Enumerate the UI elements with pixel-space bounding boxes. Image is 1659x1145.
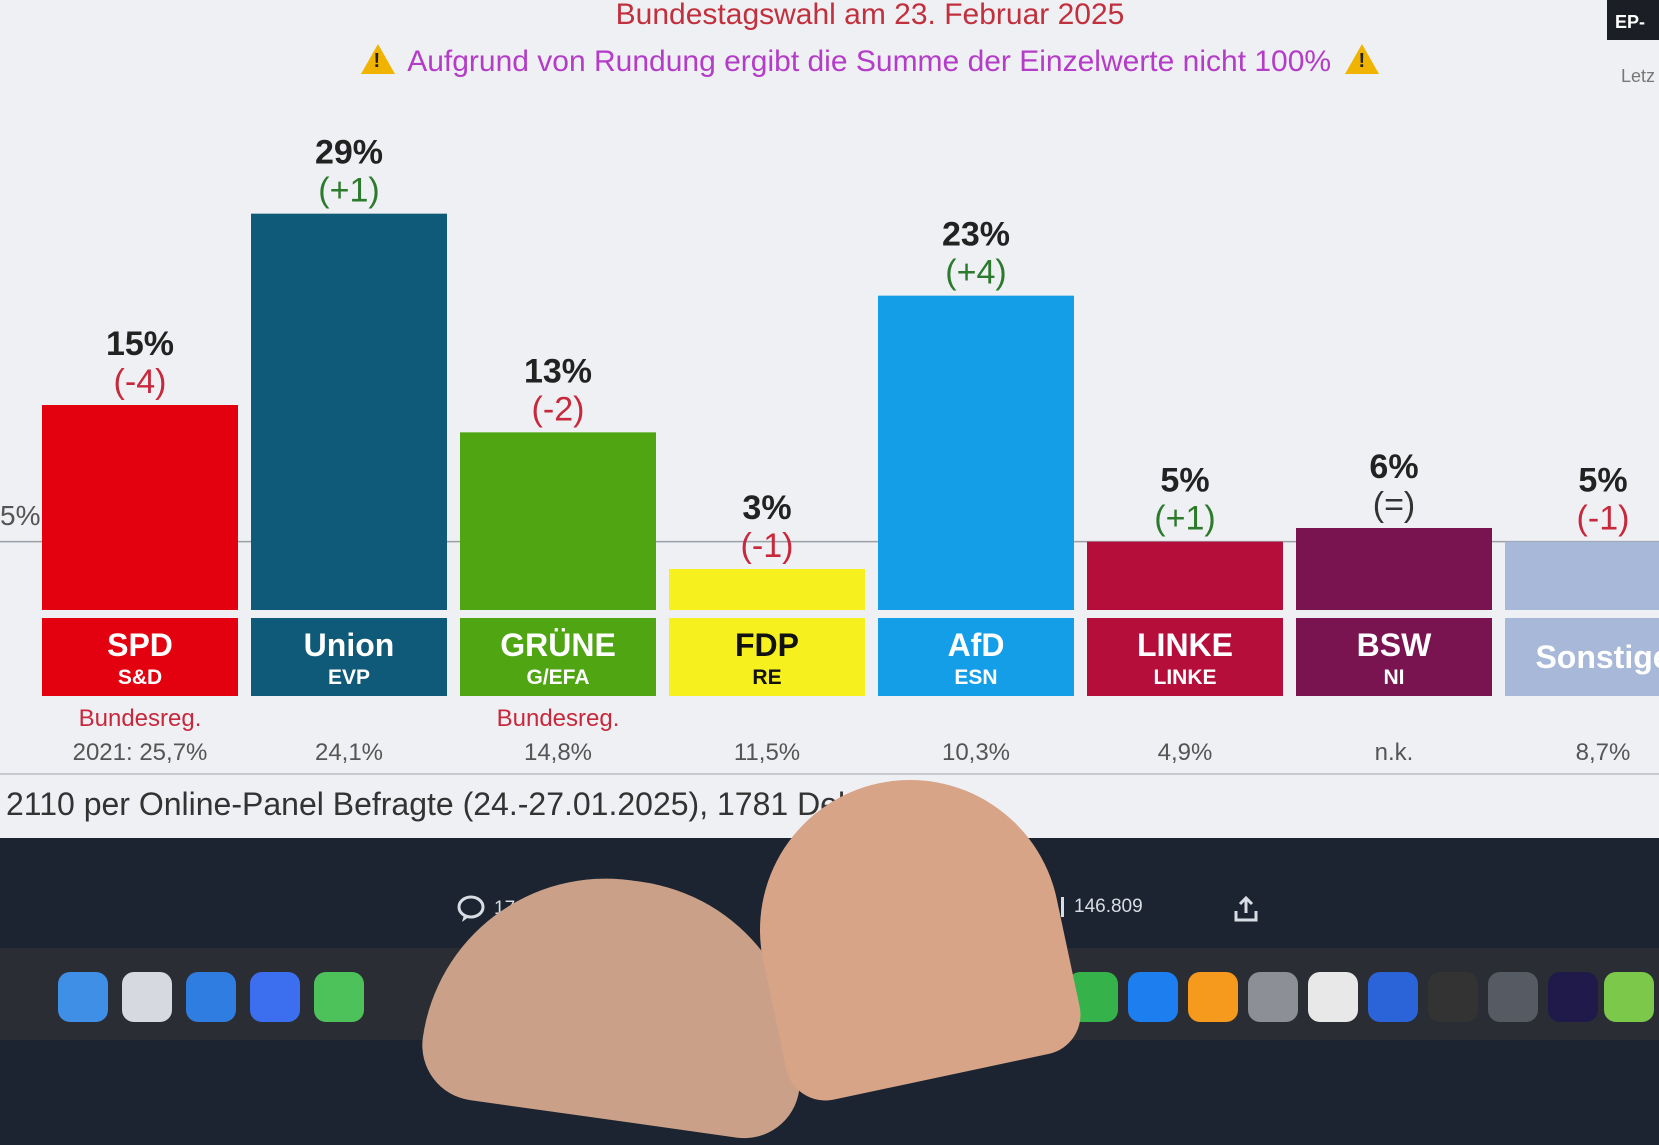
warning-icon — [360, 44, 395, 74]
party-label-box — [460, 618, 656, 696]
ep-group: RE — [752, 666, 781, 689]
launchpad-icon[interactable] — [122, 972, 172, 1022]
settings-icon[interactable] — [1248, 972, 1298, 1022]
party-name: Sonstige — [1535, 639, 1659, 675]
previous-result: 8,7% — [1576, 739, 1631, 766]
warning-icon — [1345, 44, 1380, 74]
bar-afd — [878, 295, 1074, 610]
party-name: AfD — [948, 627, 1005, 663]
views-count: 146.809 — [1074, 896, 1143, 917]
party-label-box — [878, 618, 1074, 696]
change-label: (+4) — [945, 254, 1006, 292]
survey-footnote: 2110 per Online-Panel Befragte (24.-27.0… — [6, 786, 890, 822]
ep-group: ESN — [954, 666, 997, 689]
share-icon — [1234, 895, 1258, 922]
party-name: FDP — [735, 627, 799, 663]
ep-group: EVP — [328, 666, 370, 689]
ep-group: S&D — [118, 666, 162, 689]
value-label: 5% — [1578, 462, 1627, 500]
party-name: Union — [304, 627, 395, 663]
reference-line-label: 5% — [0, 500, 41, 531]
bar-fdp — [669, 569, 865, 610]
government-note: Bundesreg. — [79, 705, 202, 732]
party-label-box — [1505, 618, 1659, 696]
previous-result: 14,8% — [524, 739, 592, 766]
chart-screen: Bundestagswahl am 23. Februar 2025 Aufgr… — [0, 0, 1659, 838]
finder-icon[interactable] — [58, 972, 108, 1022]
government-note: Bundesreg. — [497, 705, 620, 732]
calculator-icon[interactable] — [1488, 972, 1538, 1022]
value-label: 13% — [524, 352, 592, 390]
previous-result: 10,3% — [942, 739, 1010, 766]
messages-icon[interactable] — [314, 972, 364, 1022]
safari-icon[interactable] — [186, 972, 236, 1022]
views-stat: 146.809 — [1060, 895, 1143, 919]
warning-text: Aufgrund von Rundung ergibt die Summe de… — [407, 45, 1332, 78]
party-label-box — [251, 618, 447, 696]
change-label: (+1) — [1154, 500, 1215, 538]
bar-grüne — [460, 432, 656, 610]
previous-result: 11,5% — [734, 739, 800, 766]
ep-group: LINKE — [1154, 666, 1217, 689]
value-label: 3% — [742, 489, 791, 527]
change-label: (+1) — [318, 172, 379, 210]
bar-linke — [1087, 541, 1283, 610]
value-label: 23% — [942, 216, 1010, 254]
change-label: (=) — [1373, 486, 1416, 524]
value-label: 29% — [315, 134, 383, 172]
bar-sonstige — [1505, 541, 1659, 610]
value-label: 5% — [1160, 462, 1209, 500]
ep-badge: EP- — [1607, 0, 1659, 40]
change-label: (-4) — [114, 363, 167, 401]
party-name: SPD — [107, 627, 173, 663]
views-icon — [1061, 897, 1064, 917]
party-label-box — [1087, 618, 1283, 696]
party-name: GRÜNE — [500, 627, 616, 663]
mail-icon[interactable] — [250, 972, 300, 1022]
chrome-icon[interactable] — [1308, 972, 1358, 1022]
party-label-box — [1296, 618, 1492, 696]
party-name: BSW — [1357, 627, 1432, 663]
ep-group: G/EFA — [526, 666, 589, 689]
party-name: LINKE — [1137, 627, 1233, 663]
party-label-box — [42, 618, 238, 696]
app-store-icon[interactable] — [1128, 972, 1178, 1022]
previous-result: n.k. — [1375, 739, 1414, 766]
value-label: 15% — [106, 325, 174, 363]
share-button[interactable] — [1232, 895, 1260, 923]
bar-union — [251, 213, 447, 610]
change-label: (-1) — [741, 527, 794, 565]
change-label: (-2) — [532, 390, 585, 428]
change-label: (-1) — [1577, 500, 1630, 538]
corner-text: Letz — [1621, 66, 1656, 86]
comment-icon — [457, 895, 485, 922]
rounding-warning: Aufgrund von Rundung ergibt die Summe de… — [0, 44, 1659, 79]
obs-icon[interactable] — [1428, 972, 1478, 1022]
bar-spd — [42, 405, 238, 610]
previous-result: 2021: 25,7% — [73, 739, 208, 766]
vpn-icon[interactable] — [1368, 972, 1418, 1022]
stocks-icon[interactable] — [1604, 972, 1654, 1022]
previous-result: 4,9% — [1158, 739, 1213, 766]
party-label-box — [669, 618, 865, 696]
premiere-icon[interactable] — [1548, 972, 1598, 1022]
previous-result: 24,1% — [315, 739, 383, 766]
chart-title: Bundestagswahl am 23. Februar 2025 — [615, 0, 1125, 31]
bar-bsw — [1296, 528, 1492, 610]
ep-group: NI — [1384, 666, 1405, 689]
value-label: 6% — [1369, 448, 1418, 486]
pages-icon[interactable] — [1188, 972, 1238, 1022]
